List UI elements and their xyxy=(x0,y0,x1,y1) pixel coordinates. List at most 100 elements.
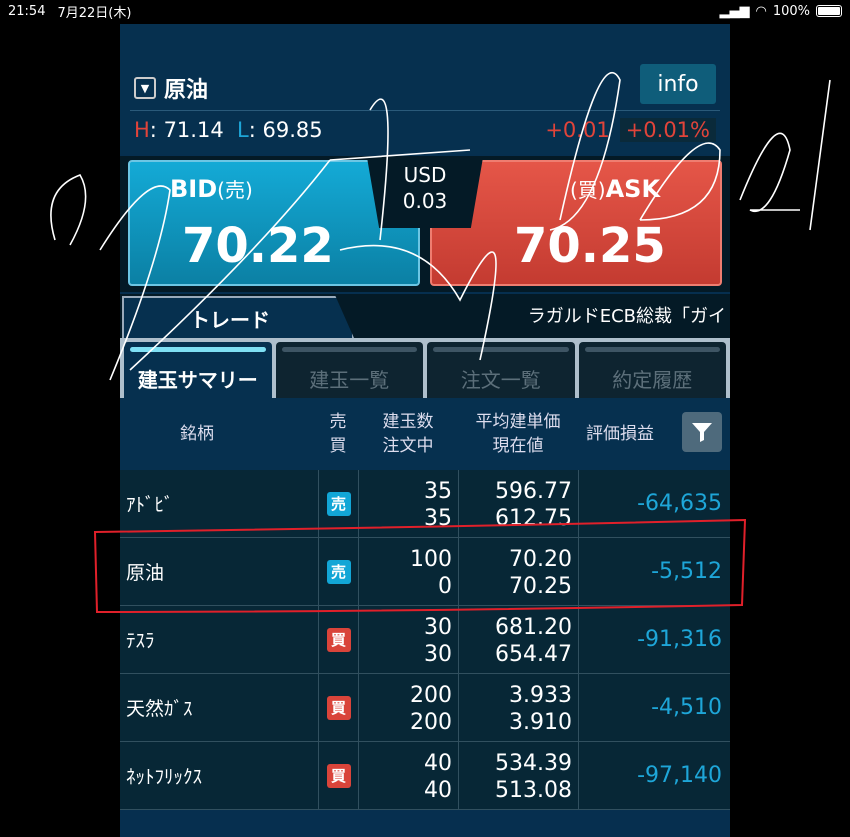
sub-tabs: 建玉サマリー 建玉一覧 注文一覧 約定履歴 xyxy=(120,338,730,398)
battery-percent: 100% xyxy=(772,3,810,19)
date: 7月22日(木) xyxy=(57,5,132,21)
row-side: 買 xyxy=(318,606,358,673)
col-qty-1: 建玉数 xyxy=(382,412,434,432)
ask-button[interactable]: (買)ASK 70.25 xyxy=(430,160,722,286)
current-price: 513.08 xyxy=(495,778,572,803)
row-side: 売 xyxy=(318,470,358,537)
header: ▼ 原油 info H: 71.14 L: 69.85 +0.01 +0.01% xyxy=(120,24,730,154)
tab-position-summary[interactable]: 建玉サマリー xyxy=(124,342,272,398)
ask-price: 70.25 xyxy=(514,218,666,274)
col-side-1: 売 xyxy=(329,412,347,432)
qty: 30 xyxy=(424,615,452,640)
signal-icon: ▂▄▆ xyxy=(719,3,750,19)
col-qty: 建玉数 注文中 xyxy=(358,410,458,458)
change-value: +0.01 xyxy=(545,118,610,142)
trading-app: ▼ 原油 info H: 71.14 L: 69.85 +0.01 +0.01%… xyxy=(120,24,730,837)
row-name: 天然ｶﾞｽ xyxy=(126,698,193,720)
avg-price: 3.933 xyxy=(509,683,572,708)
time: 21:54 xyxy=(8,3,46,19)
news-ticker[interactable]: ラガルドECB総裁「ガイ xyxy=(527,306,726,327)
filter-button[interactable] xyxy=(682,412,722,452)
avg-price: 681.20 xyxy=(495,615,572,640)
row-price: 70.20 70.25 xyxy=(458,538,578,605)
col-price: 平均建単価 現在値 xyxy=(458,410,578,458)
table-row[interactable]: ﾃｽﾗ 買 30 30 681.20 654.47 -91,316 xyxy=(120,606,730,674)
wifi-icon: ◠ xyxy=(755,3,767,19)
bid-price: 70.22 xyxy=(182,218,334,274)
row-price: 3.933 3.910 xyxy=(458,674,578,741)
row-name: ﾈｯﾄﾌﾘｯｸｽ xyxy=(126,766,203,788)
table-header: 銘柄 売買 建玉数注文中 平均建単価現在値 評価損益 xyxy=(120,398,730,470)
row-pl: -97,140 xyxy=(578,742,730,809)
col-qty-2: 注文中 xyxy=(382,436,434,456)
current-price: 3.910 xyxy=(509,710,572,735)
avg-price: 596.77 xyxy=(495,479,572,504)
battery-icon xyxy=(816,5,842,17)
low-label: L xyxy=(237,118,249,142)
tab-position-list[interactable]: 建玉一覧 xyxy=(275,342,423,398)
dropdown-icon[interactable]: ▼ xyxy=(134,77,156,99)
bid-button[interactable]: BID(売) 70.22 xyxy=(128,160,420,286)
col-pl: 評価損益 xyxy=(586,424,654,444)
position-table: ｱﾄﾞﾋﾞ 売 35 35 596.77 612.75 -64,635 原油 売 10… xyxy=(120,470,730,810)
info-button[interactable]: info xyxy=(640,64,716,104)
news-bar: トレード ラガルドECB総裁「ガイ xyxy=(120,294,730,338)
side-badge: 買 xyxy=(326,763,351,788)
table-row[interactable]: 天然ｶﾞｽ 買 200 200 3.933 3.910 -4,510 xyxy=(120,674,730,742)
side-badge: 買 xyxy=(326,695,351,720)
ordered: 35 xyxy=(424,506,452,531)
row-name: 原油 xyxy=(126,562,165,584)
qty: 40 xyxy=(424,751,452,776)
high-label: H xyxy=(134,118,150,142)
ordered: 0 xyxy=(438,574,452,599)
col-price-2: 現在値 xyxy=(492,436,544,456)
row-qty: 100 0 xyxy=(358,538,458,605)
row-qty: 30 30 xyxy=(358,606,458,673)
row-pl: -64,635 xyxy=(578,470,730,537)
change: +0.01 +0.01% xyxy=(545,118,716,142)
tab-execution-history[interactable]: 約定履歴 xyxy=(578,342,726,398)
row-pl: -4,510 xyxy=(578,674,730,741)
row-price: 596.77 612.75 xyxy=(458,470,578,537)
col-side-2: 買 xyxy=(329,436,347,456)
spread: USD 0.03 xyxy=(382,162,468,214)
side-badge: 売 xyxy=(326,559,351,584)
row-qty: 35 35 xyxy=(358,470,458,537)
qty: 200 xyxy=(410,683,452,708)
row-pl: -91,316 xyxy=(578,606,730,673)
row-price: 534.39 513.08 xyxy=(458,742,578,809)
low-value: 69.85 xyxy=(262,118,323,142)
tab-trade[interactable]: トレード xyxy=(122,296,354,338)
spread-currency: USD xyxy=(403,163,447,187)
qty: 100 xyxy=(410,547,452,572)
row-side: 売 xyxy=(318,538,358,605)
col-price-1: 平均建単価 xyxy=(475,412,561,432)
table-row[interactable]: 原油 売 100 0 70.20 70.25 -5,512 xyxy=(120,538,730,606)
row-qty: 40 40 xyxy=(358,742,458,809)
symbol-selector[interactable]: ▼ 原油 xyxy=(134,72,208,104)
table-row[interactable]: ﾈｯﾄﾌﾘｯｸｽ 買 40 40 534.39 513.08 -97,140 xyxy=(120,742,730,810)
table-row[interactable]: ｱﾄﾞﾋﾞ 売 35 35 596.77 612.75 -64,635 xyxy=(120,470,730,538)
qty: 35 xyxy=(424,479,452,504)
col-side: 売買 xyxy=(318,410,358,458)
ordered: 40 xyxy=(424,778,452,803)
avg-price: 534.39 xyxy=(495,751,572,776)
side-badge: 買 xyxy=(326,627,351,652)
high-value: 71.14 xyxy=(163,118,224,142)
row-name: ｱﾄﾞﾋﾞ xyxy=(126,494,174,516)
ordered: 30 xyxy=(424,642,452,667)
filter-icon xyxy=(692,423,712,442)
current-price: 612.75 xyxy=(495,506,572,531)
divider xyxy=(130,110,720,111)
current-price: 70.25 xyxy=(509,574,572,599)
row-price: 681.20 654.47 xyxy=(458,606,578,673)
col-name: 銘柄 xyxy=(180,424,214,444)
tab-order-list[interactable]: 注文一覧 xyxy=(427,342,575,398)
row-side: 買 xyxy=(318,674,358,741)
high-low: H: 71.14 L: 69.85 xyxy=(134,118,323,142)
row-pl: -5,512 xyxy=(578,538,730,605)
ask-label: ASK xyxy=(605,175,661,203)
avg-price: 70.20 xyxy=(509,547,572,572)
trade-panel: BID(売) 70.22 USD 0.03 (買)ASK 70.25 xyxy=(120,156,730,292)
bid-sub: (売) xyxy=(217,178,253,202)
